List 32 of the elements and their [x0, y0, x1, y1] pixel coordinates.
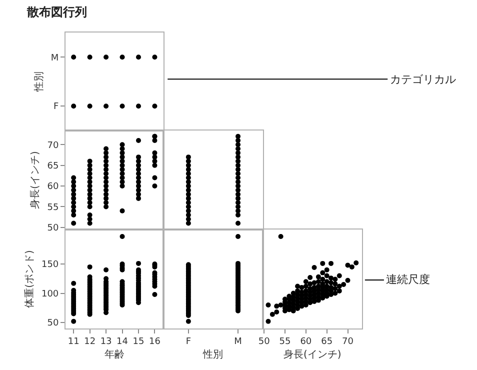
y-axis-title: 体重(ポンド) [23, 250, 36, 308]
x-tick-label: 14 [116, 337, 128, 348]
x-tick-label: 50 [258, 337, 270, 348]
y-tick-label: 55 [47, 202, 59, 213]
y-tick-label: 65 [47, 161, 59, 172]
x-tick-label: 15 [132, 337, 144, 348]
y-tick-label: 150 [41, 260, 59, 270]
chart-title: 散布図行列 [26, 5, 87, 19]
y-axis-title: 性別 [32, 72, 45, 93]
x-tick-label: 60 [300, 337, 312, 348]
x-axis-title: 年齢 [104, 348, 125, 361]
text: カテゴリカル [390, 73, 456, 86]
x-tick-label: 12 [84, 337, 96, 348]
y-tick-label: F [53, 102, 59, 112]
x-tick-label: 65 [321, 337, 333, 348]
x-tick-label: 11 [68, 337, 80, 348]
x-tick-label: 55 [279, 337, 291, 348]
x-tick-label: F [186, 337, 192, 348]
y-tick-label: 100 [41, 289, 59, 300]
y-axis-title: 身長(インチ) [29, 151, 42, 209]
x-axis-title: 身長(インチ) [283, 348, 342, 361]
x-axis-title: 性別 [202, 348, 224, 361]
x-tick-label: 16 [149, 337, 161, 348]
y-tick-label: 50 [47, 318, 59, 329]
text: 連続尺度 [386, 273, 430, 286]
y-tick-label: 70 [47, 140, 59, 151]
x-tick-label: M [234, 337, 242, 348]
y-tick-label: 60 [47, 182, 59, 192]
x-tick-label: 13 [100, 337, 112, 348]
y-tick-label: M [50, 53, 59, 64]
x-tick-label: 70 [342, 337, 354, 348]
y-tick-label: 50 [47, 224, 59, 234]
